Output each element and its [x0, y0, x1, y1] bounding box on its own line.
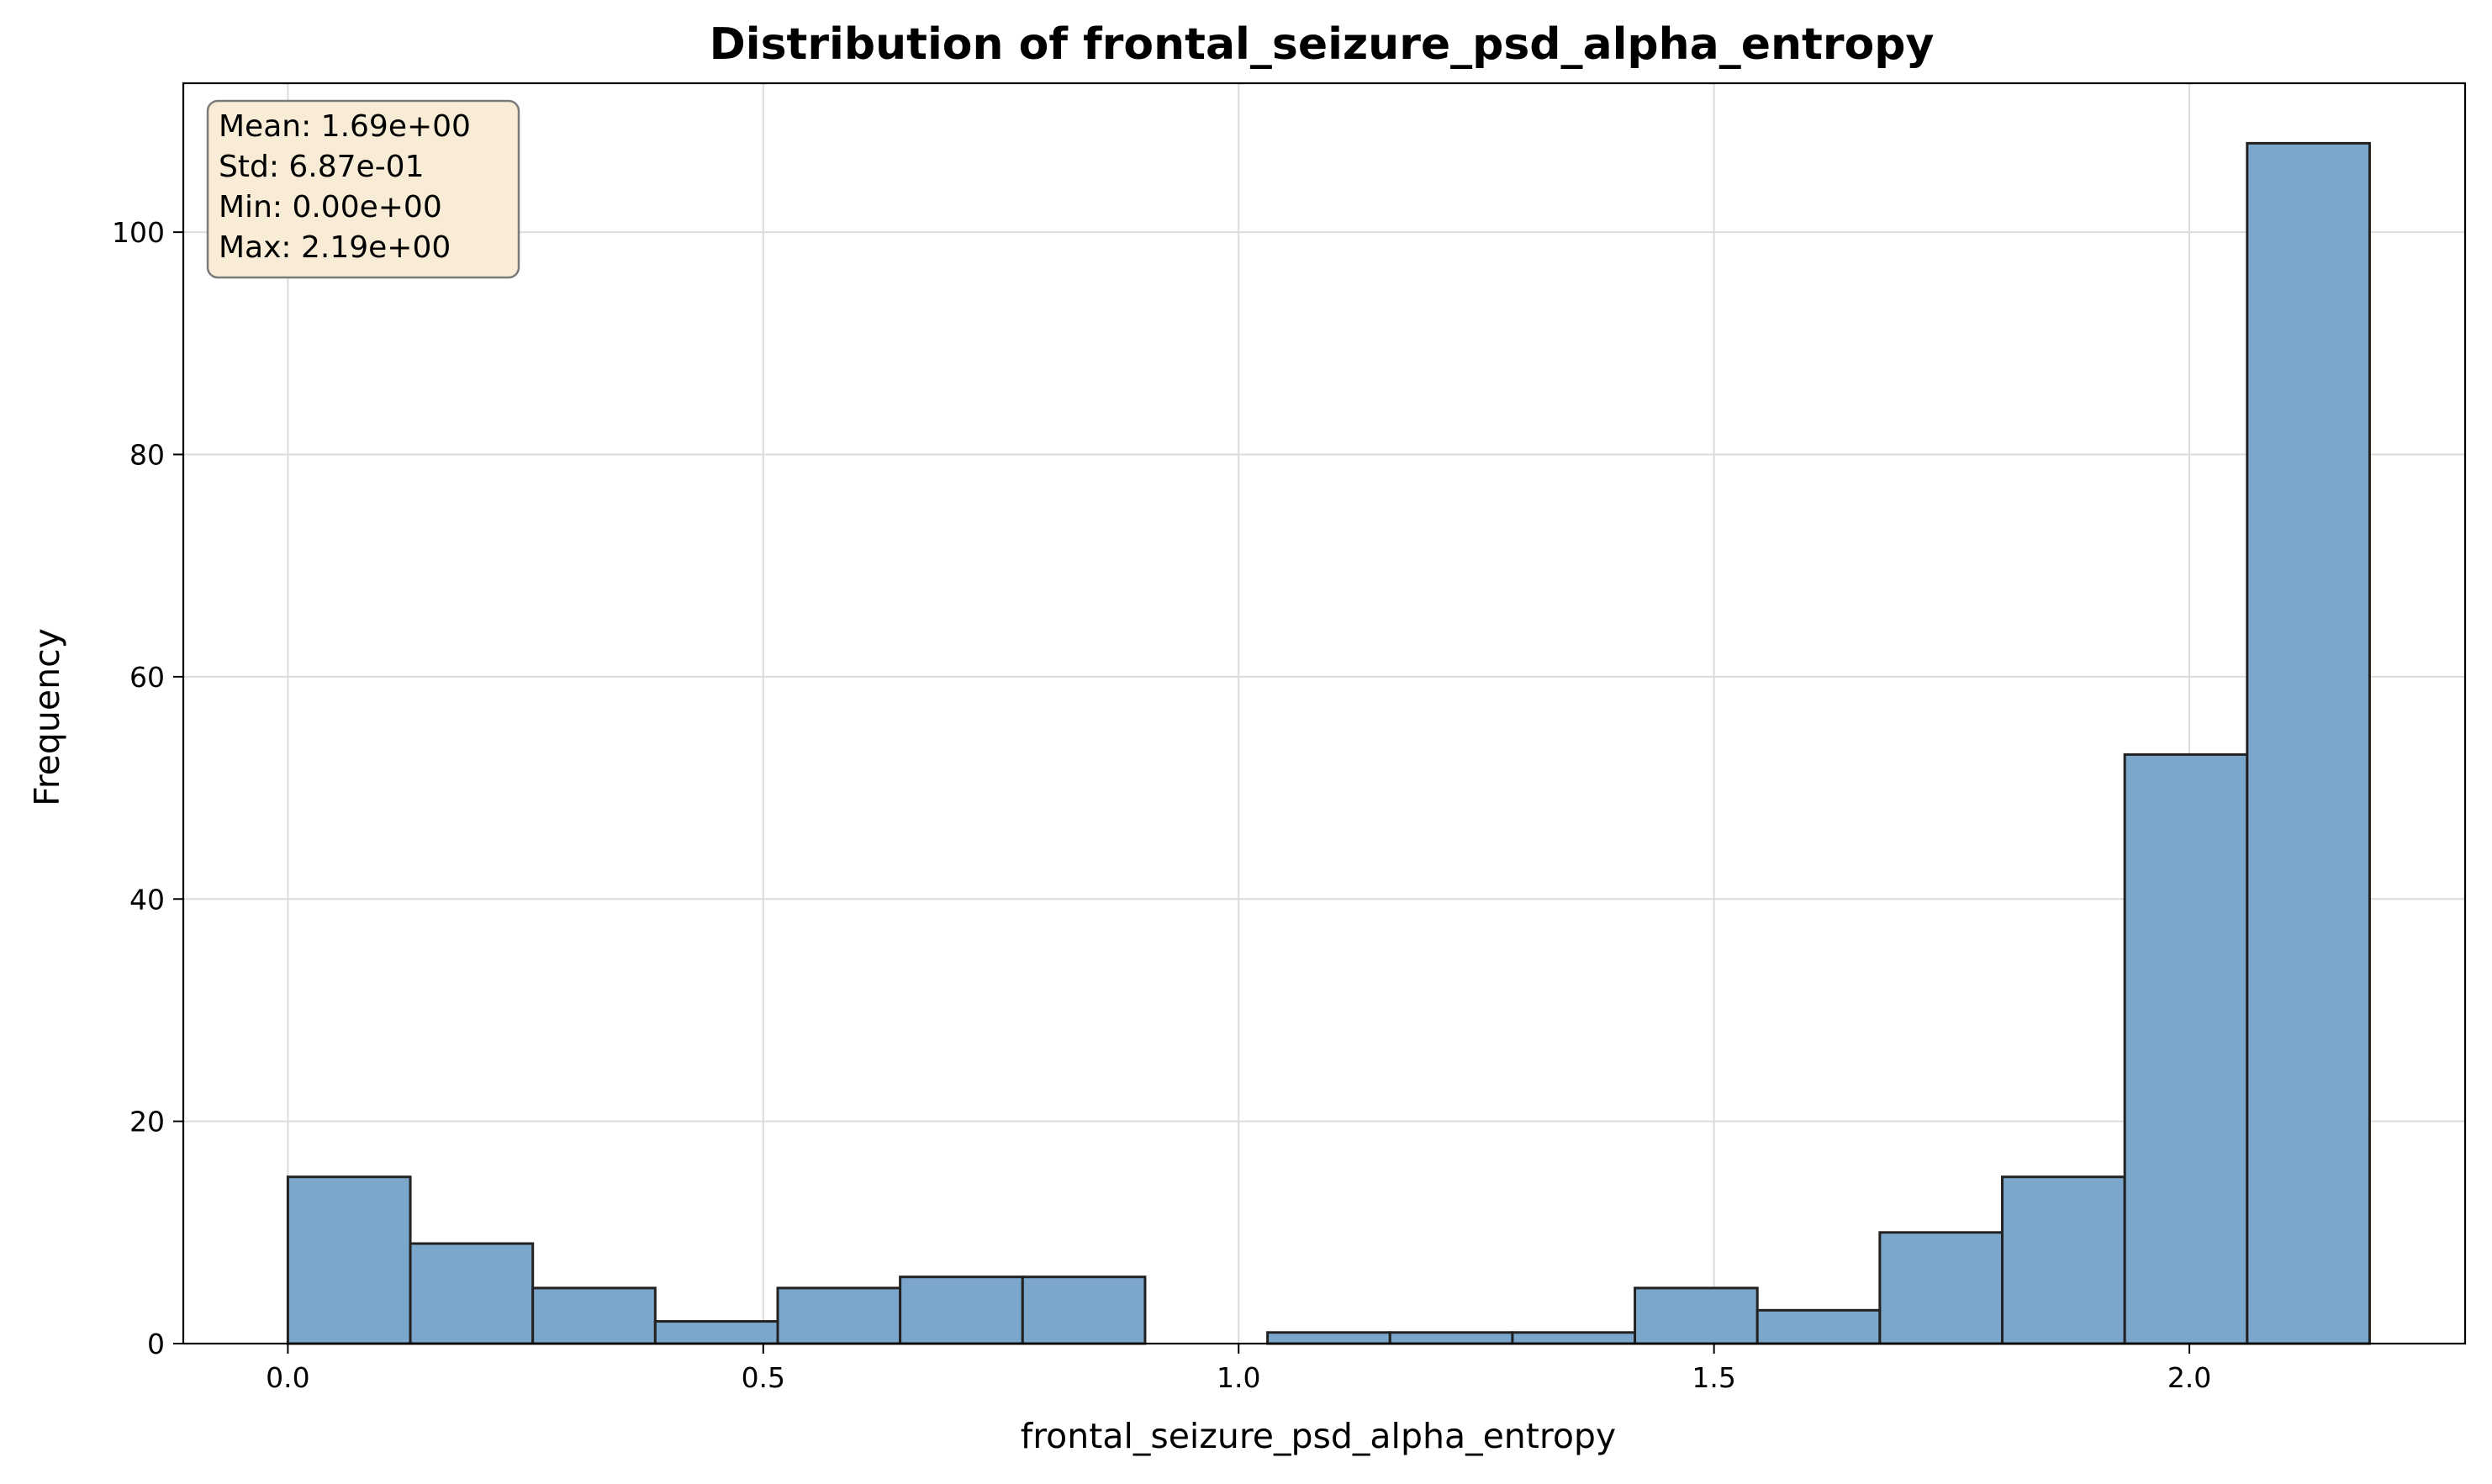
histogram-bar: [1755, 1308, 1882, 1345]
y-tick-label: 80: [129, 439, 165, 472]
histogram-bar: [1878, 1231, 2004, 1345]
histogram-bar: [2246, 141, 2371, 1345]
stats-std: Std: 6.87e-01: [219, 150, 425, 184]
stats-max: Max: 2.19e+00: [219, 230, 451, 265]
histogram-bar: [531, 1286, 657, 1345]
y-tick-label: 20: [129, 1106, 165, 1138]
y-tick-label: 60: [129, 661, 165, 694]
histogram-bar: [1388, 1331, 1514, 1345]
histogram-bar: [1511, 1331, 1637, 1345]
histogram-bars: [286, 141, 2371, 1345]
stats-min: Min: 0.00e+00: [219, 190, 442, 224]
histogram-bar: [776, 1286, 902, 1345]
grid-lines: [183, 83, 2465, 1344]
y-axis-ticks: 0 20 40 60 80 100: [112, 216, 183, 1360]
histogram-bar: [899, 1275, 1024, 1345]
stats-box-background: [206, 99, 520, 279]
y-tick-label: 100: [112, 216, 165, 249]
x-axis-label: frontal_seizure_psd_alpha_entropy: [1021, 1416, 1616, 1456]
histogram-bar: [1021, 1275, 1147, 1345]
x-tick-label: 0.0: [266, 1361, 309, 1394]
x-tick-label: 2.0: [2167, 1361, 2211, 1394]
histogram-bar: [653, 1320, 779, 1345]
y-tick-label: 0: [147, 1328, 165, 1360]
plot-frame: [182, 82, 2467, 1345]
histogram-bar: [1266, 1331, 1391, 1345]
x-axis-ticks: 0.0 0.5 1.0 1.5 2.0: [266, 1344, 2211, 1394]
x-tick-label: 0.5: [742, 1361, 785, 1394]
stats-mean: Mean: 1.69e+00: [219, 109, 471, 144]
chart-title: Distribution of frontal_seizure_psd_alph…: [710, 19, 1935, 70]
histogram-bar: [286, 1175, 412, 1345]
histogram-bar: [2001, 1175, 2126, 1345]
histogram-bar: [2123, 753, 2249, 1345]
y-axis-label: Frequency: [27, 628, 67, 806]
y-tick-label: 40: [129, 883, 165, 916]
x-tick-label: 1.5: [1692, 1361, 1735, 1394]
stats-box: Mean: 1.69e+00 Std: 6.87e-01 Min: 0.00e+…: [206, 99, 520, 279]
x-tick-label: 1.0: [1217, 1361, 1260, 1394]
histogram-bar: [1634, 1286, 1759, 1345]
histogram-bar: [409, 1242, 535, 1345]
